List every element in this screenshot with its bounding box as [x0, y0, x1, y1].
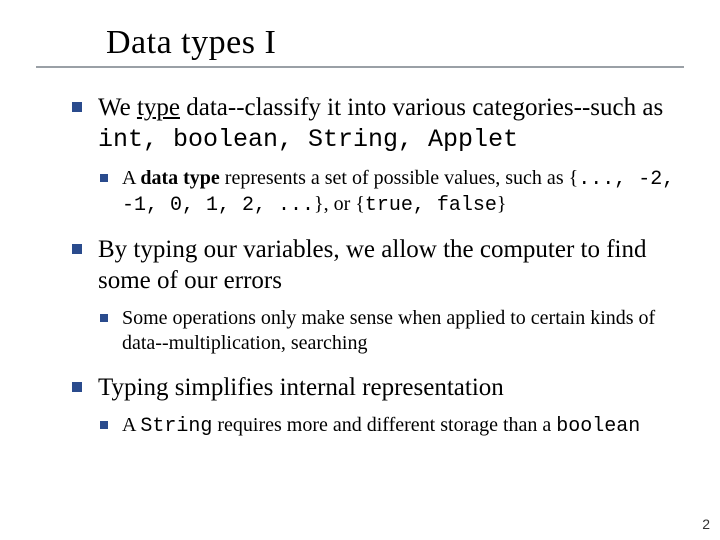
- text-bold: data type: [140, 167, 219, 189]
- bullet-item: Typing simplifies internal representatio…: [70, 372, 684, 439]
- text: A: [122, 414, 140, 436]
- code-text: boolean: [556, 415, 640, 438]
- bullet-item: A String requires more and different sto…: [98, 413, 684, 439]
- bullet-list-level-2: Some operations only make sense when app…: [98, 306, 684, 356]
- page-number: 2: [702, 516, 710, 532]
- slide-content: We type data--classify it into various c…: [36, 92, 684, 439]
- bullet-list-level-2: A data type represents a set of possible…: [98, 166, 684, 218]
- bullet-item: A data type represents a set of possible…: [98, 166, 684, 218]
- text: We: [98, 94, 137, 121]
- text: Typing simplifies internal representatio…: [98, 374, 504, 401]
- code-text: String: [140, 415, 212, 438]
- bullet-item: Some operations only make sense when app…: [98, 306, 684, 356]
- text: data--classify it into various categorie…: [180, 94, 663, 121]
- text: }: [497, 193, 507, 215]
- text: By typing our variables, we allow the co…: [98, 236, 647, 294]
- text: Some operations only make sense when app…: [122, 307, 655, 354]
- text: requires more and different storage than…: [212, 414, 556, 436]
- bullet-list-level-1: We type data--classify it into various c…: [70, 92, 684, 439]
- slide-title: Data types I: [106, 24, 684, 62]
- text: A: [122, 167, 140, 189]
- bullet-list-level-2: A String requires more and different sto…: [98, 413, 684, 439]
- text-emphasis: type: [137, 94, 180, 121]
- bullet-item: By typing our variables, we allow the co…: [70, 234, 684, 357]
- text: represents a set of possible values, suc…: [220, 167, 569, 189]
- title-bar: Data types I: [36, 18, 684, 68]
- bullet-item: We type data--classify it into various c…: [70, 92, 684, 218]
- slide: Data types I We type data--classify it i…: [0, 0, 720, 540]
- text: {: [569, 167, 579, 189]
- text: }, or {: [314, 193, 365, 215]
- code-text: int, boolean, String, Applet: [98, 125, 518, 154]
- code-text: true, false: [365, 194, 497, 217]
